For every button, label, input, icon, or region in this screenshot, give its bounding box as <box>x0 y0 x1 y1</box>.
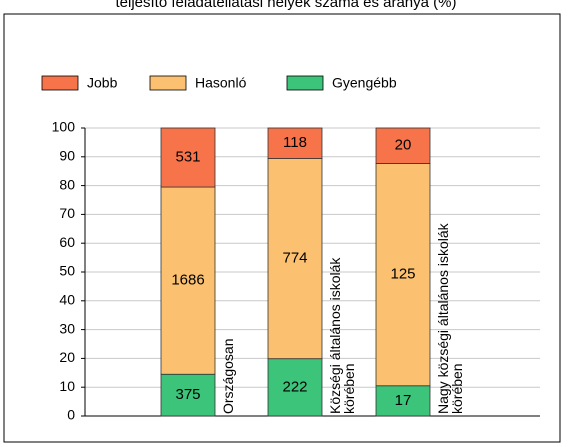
y-tick-label: 70 <box>59 205 75 221</box>
bar-segment <box>375 163 431 387</box>
bar-count-label: 375 <box>175 386 200 403</box>
category-label: Községi általános iskolákkörében <box>327 257 357 414</box>
y-tick-label: 100 <box>52 119 76 135</box>
category-label-line: körében <box>341 363 357 414</box>
bar-segment <box>267 358 323 417</box>
y-tick-label: 10 <box>59 378 75 394</box>
bar-count-label: 1686 <box>171 272 204 289</box>
bar-count-label: 125 <box>390 266 415 283</box>
bar-segment <box>375 385 431 417</box>
y-tick-label: 30 <box>59 320 75 336</box>
bar-count-label: 17 <box>395 392 412 409</box>
category-label: Nagy községi általános iskolákkörében <box>435 222 465 414</box>
bar-count-label: 531 <box>175 148 200 165</box>
bar-segment <box>267 158 323 360</box>
bar-count-label: 118 <box>283 134 307 151</box>
y-tick-label: 60 <box>59 234 75 250</box>
y-tick-label: 20 <box>59 349 75 365</box>
legend-swatch <box>286 75 324 91</box>
legend-label: Hasonló <box>195 75 247 91</box>
legend-swatch <box>41 75 79 91</box>
y-tick-label: 0 <box>67 407 75 423</box>
bar-count-label: 222 <box>282 378 307 395</box>
bar-segment <box>375 127 431 164</box>
category-label-line: Országosan <box>220 339 236 414</box>
y-tick-label: 90 <box>59 148 75 164</box>
bar-count-label: 774 <box>282 250 307 267</box>
y-tick-label: 50 <box>59 263 75 279</box>
bar-segment <box>160 373 216 417</box>
category-label-line: Nagy községi általános iskolák <box>435 222 451 414</box>
chart-title: teljesítő feladatellátási helyek száma é… <box>115 0 456 11</box>
legend-swatch <box>149 75 187 91</box>
y-tick-label: 80 <box>59 176 75 192</box>
legend-label: Jobb <box>87 75 118 91</box>
bar-segment <box>160 127 216 188</box>
category-label-line: körében <box>449 363 465 414</box>
legend-label: Gyengébb <box>332 75 397 91</box>
category-label-line: Községi általános iskolák <box>327 257 343 414</box>
bar-count-label: 20 <box>395 137 412 154</box>
category-label: Országosan <box>220 339 236 414</box>
bar-segment <box>267 127 323 159</box>
y-tick-label: 40 <box>59 292 75 308</box>
